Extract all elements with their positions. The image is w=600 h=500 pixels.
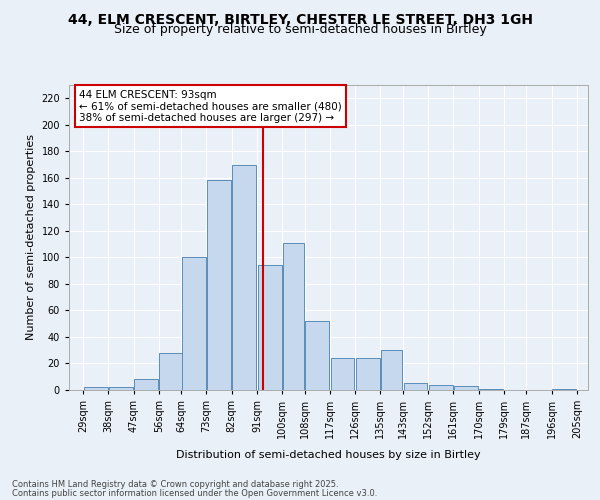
Bar <box>283 243 304 390</box>
Bar <box>134 380 158 390</box>
Bar <box>305 321 329 390</box>
Bar <box>454 386 478 390</box>
Bar <box>356 358 380 390</box>
Bar <box>552 388 576 390</box>
Bar <box>207 180 231 390</box>
Bar <box>404 384 427 390</box>
Text: 44 ELM CRESCENT: 93sqm
← 61% of semi-detached houses are smaller (480)
38% of se: 44 ELM CRESCENT: 93sqm ← 61% of semi-det… <box>79 90 342 123</box>
Text: Size of property relative to semi-detached houses in Birtley: Size of property relative to semi-detach… <box>113 24 487 36</box>
Bar <box>232 164 256 390</box>
Text: 44, ELM CRESCENT, BIRTLEY, CHESTER LE STREET, DH3 1GH: 44, ELM CRESCENT, BIRTLEY, CHESTER LE ST… <box>67 12 533 26</box>
Bar <box>182 258 206 390</box>
Text: Contains HM Land Registry data © Crown copyright and database right 2025.: Contains HM Land Registry data © Crown c… <box>12 480 338 489</box>
X-axis label: Distribution of semi-detached houses by size in Birtley: Distribution of semi-detached houses by … <box>176 450 481 460</box>
Bar <box>331 358 355 390</box>
Bar <box>160 353 184 390</box>
Y-axis label: Number of semi-detached properties: Number of semi-detached properties <box>26 134 36 340</box>
Bar <box>479 388 503 390</box>
Text: Contains public sector information licensed under the Open Government Licence v3: Contains public sector information licen… <box>12 488 377 498</box>
Bar <box>257 266 281 390</box>
Bar <box>84 388 107 390</box>
Bar <box>381 350 402 390</box>
Bar <box>109 388 133 390</box>
Bar <box>429 384 452 390</box>
